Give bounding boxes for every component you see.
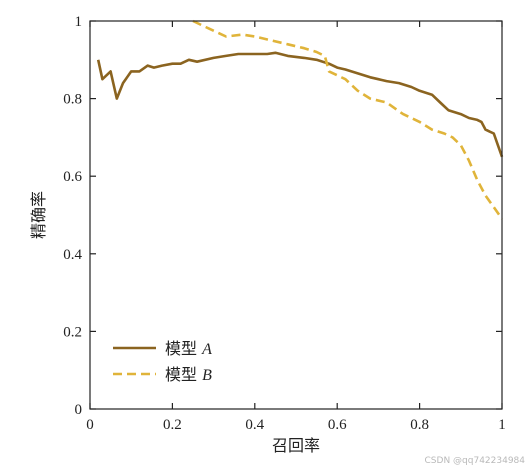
legend-label-b: 模型 B (165, 365, 212, 384)
x-tick-label: 1 (498, 417, 506, 433)
x-tick-label: 0.6 (328, 417, 347, 433)
y-tick-label: 0.6 (63, 169, 82, 185)
x-ticks: 0 0.2 0.4 0.6 0.8 1 (86, 21, 506, 433)
series-layer (96, 19, 504, 220)
watermark: CSDN @qq742234984 (424, 456, 525, 466)
legend-label-a: 模型 A (165, 339, 212, 358)
plot-frame (89, 20, 503, 410)
y-ticks: 0 0.2 0.4 0.6 0.8 1 (63, 14, 502, 418)
x-tick-label: 0 (86, 417, 94, 433)
legend: 模型 A 模型 B (113, 339, 212, 384)
x-tick-label: 0.2 (163, 417, 182, 433)
y-tick-label: 1 (75, 14, 83, 30)
series-line-a (96, 51, 504, 158)
y-tick-label: 0 (75, 402, 83, 418)
legend-label-italic: B (202, 367, 212, 384)
x-axis-title: 召回率 (272, 436, 320, 455)
y-tick-label: 0.8 (63, 92, 82, 108)
x-tick-label: 0.4 (245, 417, 264, 433)
legend-label-italic: A (201, 341, 212, 358)
y-axis-title: 精确率 (29, 191, 48, 239)
y-tick-label: 0.4 (63, 247, 82, 263)
series-line-b (192, 19, 504, 220)
x-tick-label: 0.8 (410, 417, 429, 433)
y-tick-label: 0.2 (63, 324, 82, 340)
